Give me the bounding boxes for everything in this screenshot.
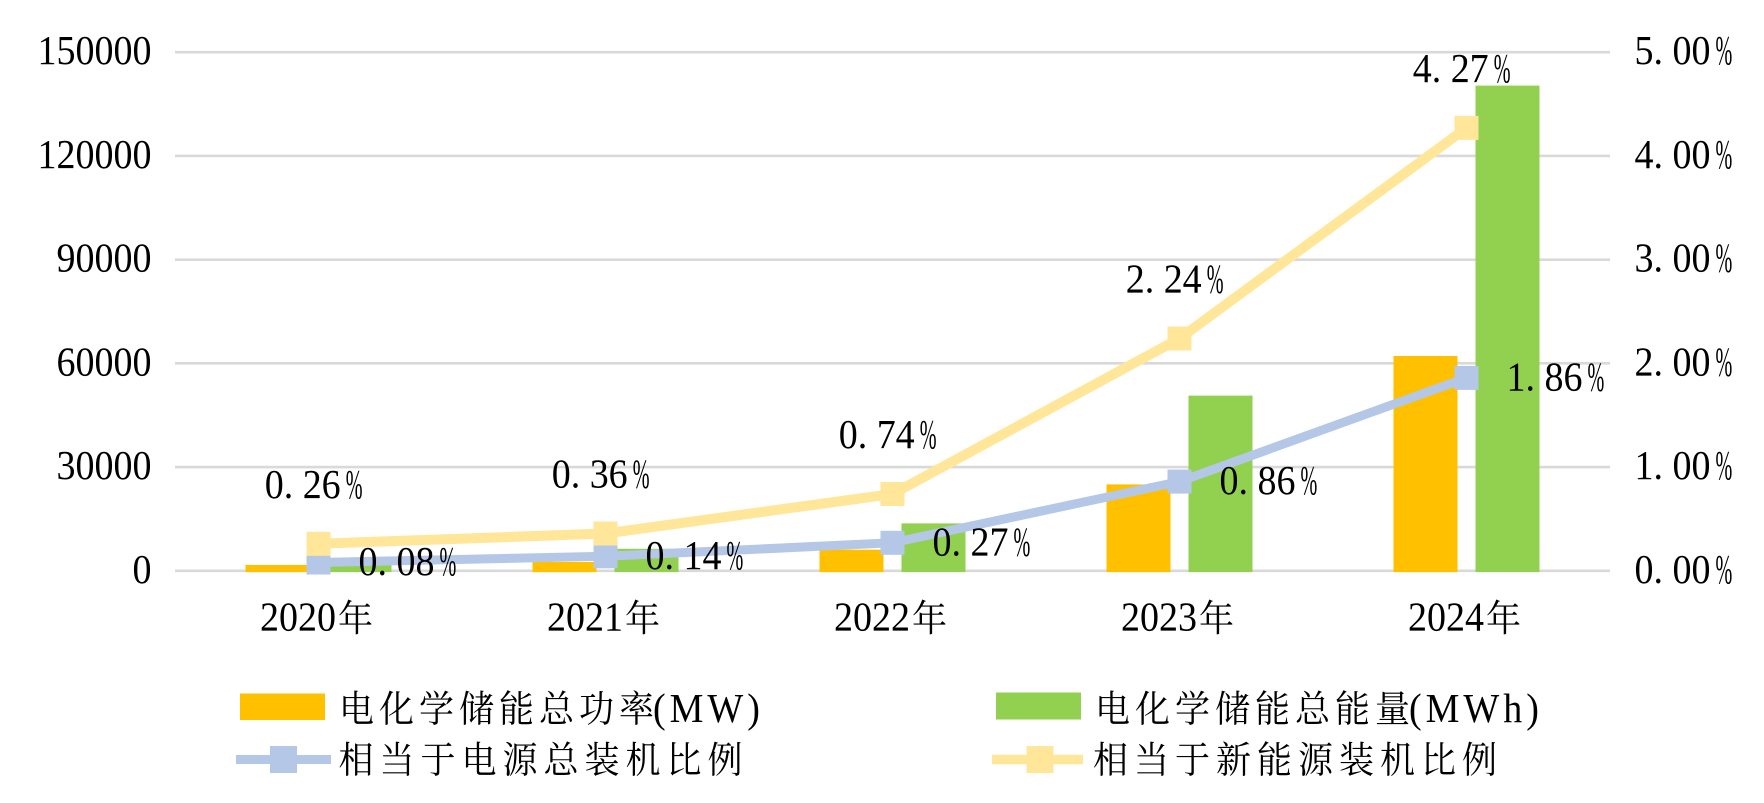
svg-text:0. 08: 0. 08 — [359, 539, 435, 585]
svg-text:%: % — [1207, 257, 1224, 303]
svg-text:%: % — [1716, 443, 1733, 489]
svg-text:90000: 90000 — [57, 235, 152, 281]
svg-text:0. 36: 0. 36 — [552, 451, 628, 497]
svg-text:30000: 30000 — [57, 443, 152, 489]
svg-text:0. 86: 0. 86 — [1220, 458, 1296, 504]
svg-text:%: % — [1301, 458, 1318, 504]
svg-text:120000: 120000 — [38, 131, 152, 177]
svg-text:0. 00: 0. 00 — [1635, 546, 1711, 592]
svg-text:2020: 2020 — [260, 594, 336, 640]
svg-text:%: % — [633, 452, 650, 498]
svg-text:0: 0 — [132, 546, 151, 592]
svg-text:2024: 2024 — [1408, 594, 1484, 640]
svg-text:2. 00: 2. 00 — [1635, 339, 1711, 385]
svg-text:3. 00: 3. 00 — [1635, 235, 1711, 281]
svg-text:4. 27: 4. 27 — [1413, 45, 1489, 91]
svg-text:%: % — [1716, 340, 1733, 386]
svg-text:(MW): (MW) — [653, 686, 764, 732]
svg-text:60000: 60000 — [57, 339, 152, 385]
svg-text:%: % — [1494, 46, 1511, 92]
svg-text:5. 00: 5. 00 — [1635, 28, 1711, 74]
svg-text:%: % — [727, 533, 744, 579]
svg-text:%: % — [1716, 547, 1733, 593]
svg-text:1. 00: 1. 00 — [1635, 443, 1711, 489]
svg-text:0. 14: 0. 14 — [646, 532, 722, 578]
svg-text:2. 24: 2. 24 — [1126, 256, 1202, 302]
svg-text:1. 86: 1. 86 — [1507, 354, 1583, 400]
svg-text:%: % — [1014, 520, 1031, 566]
svg-text:2022: 2022 — [834, 594, 910, 640]
svg-text:(MWh): (MWh) — [1409, 686, 1543, 732]
svg-text:0. 26: 0. 26 — [265, 461, 341, 507]
svg-text:%: % — [440, 539, 457, 585]
svg-text:%: % — [346, 462, 363, 508]
svg-text:%: % — [1716, 236, 1733, 282]
svg-text:2023: 2023 — [1121, 594, 1197, 640]
svg-text:%: % — [920, 412, 937, 458]
svg-text:0. 27: 0. 27 — [933, 519, 1009, 565]
svg-text:150000: 150000 — [38, 28, 152, 74]
svg-text:2021: 2021 — [547, 594, 623, 640]
svg-text:0. 74: 0. 74 — [839, 412, 915, 458]
svg-text:%: % — [1588, 355, 1605, 401]
svg-text:%: % — [1716, 29, 1733, 75]
svg-text:%: % — [1716, 132, 1733, 178]
svg-text:4. 00: 4. 00 — [1635, 131, 1711, 177]
